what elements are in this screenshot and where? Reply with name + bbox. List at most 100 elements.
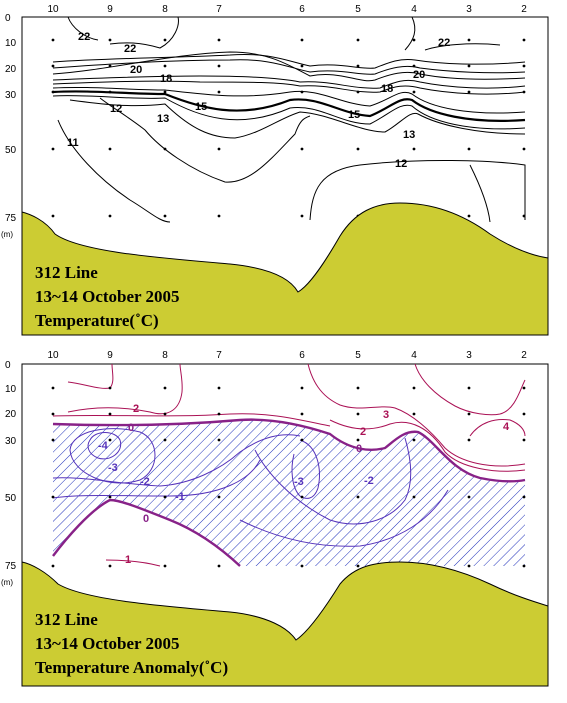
contour-15 <box>52 90 526 122</box>
station-dot <box>108 90 112 94</box>
depth-labels: 0 10 20 30 50 75 (m) <box>1 360 17 587</box>
station-dot <box>356 412 360 416</box>
station-dot <box>467 214 471 218</box>
caption: 312 Line 13~14 October 2005 Temperature(… <box>35 263 180 330</box>
station-dot <box>300 214 304 218</box>
station-label: 4 <box>411 350 417 361</box>
contour-13 <box>69 99 526 139</box>
caption-line: 312 Line <box>35 263 98 282</box>
station-dot <box>467 147 471 151</box>
station-label: 7 <box>216 350 222 361</box>
contour-11 <box>57 119 171 223</box>
depth-label: 50 <box>5 145 17 156</box>
station-labels: 10 9 8 7 6 5 4 3 2 <box>47 4 527 15</box>
station-label: 6 <box>299 4 305 15</box>
station-dot <box>163 412 167 416</box>
station-dot <box>163 564 167 568</box>
station-dot <box>412 147 416 151</box>
station-dot <box>467 438 471 442</box>
station-dot <box>300 438 304 442</box>
depth-unit: (m) <box>1 578 13 587</box>
contour-label: 0 <box>356 443 362 455</box>
station-dot <box>467 38 471 42</box>
station-dot <box>300 386 304 390</box>
station-dot <box>217 564 221 568</box>
depth-label: 0 <box>5 360 11 371</box>
depth-label: 30 <box>5 90 17 101</box>
contour-label: 20 <box>413 69 425 81</box>
temperature-contours <box>52 16 526 223</box>
station-dot <box>108 214 112 218</box>
station-dot <box>217 147 221 151</box>
station-dot <box>51 64 55 68</box>
station-labels: 10 9 8 7 6 5 4 3 2 <box>47 350 527 361</box>
contour-18-b <box>52 80 526 95</box>
station-dot <box>217 214 221 218</box>
station-label: 9 <box>107 4 113 15</box>
anomaly-panel: 10 9 8 7 6 5 4 3 2 0 10 20 30 50 75 (m) <box>1 350 549 687</box>
zero-contours <box>52 418 526 567</box>
station-dot <box>356 386 360 390</box>
station-dot <box>163 147 167 151</box>
contour-neg2-mid <box>254 437 412 525</box>
station-dot <box>356 90 360 94</box>
station-dot <box>356 438 360 442</box>
station-dot <box>51 90 55 94</box>
contour-22-right <box>404 16 416 51</box>
station-dot <box>522 38 526 42</box>
station-dot <box>163 38 167 42</box>
station-dot <box>217 412 221 416</box>
contour-1-low <box>105 559 161 567</box>
caption: 312 Line 13~14 October 2005 Temperature … <box>35 610 228 677</box>
station-dot <box>51 38 55 42</box>
station-dot <box>467 386 471 390</box>
station-dot <box>356 38 360 42</box>
contour-label: 13 <box>403 129 415 141</box>
depth-label: 0 <box>5 13 11 24</box>
station-dots <box>51 38 526 218</box>
contour-12-right <box>309 159 526 221</box>
contour-label: 1 <box>125 554 131 566</box>
contour-3 <box>307 363 526 467</box>
station-label: 8 <box>162 350 168 361</box>
contour-label: -3 <box>294 476 304 488</box>
station-dot <box>467 564 471 568</box>
contour-20 <box>52 51 526 82</box>
contour-label: 18 <box>160 73 172 85</box>
contour-2-mid <box>329 419 526 472</box>
contour-label: 20 <box>130 64 142 76</box>
station-dot <box>51 564 55 568</box>
depth-label: 75 <box>5 561 17 572</box>
station-dot <box>163 64 167 68</box>
station-dot <box>412 438 416 442</box>
station-dot <box>467 412 471 416</box>
station-dot <box>522 90 526 94</box>
contour-12-left <box>99 97 311 183</box>
contour-0-lower <box>52 498 241 567</box>
station-label: 10 <box>47 350 59 361</box>
station-label: 6 <box>299 350 305 361</box>
station-dot <box>300 90 304 94</box>
station-dot <box>51 147 55 151</box>
station-dot <box>51 386 55 390</box>
contour-label: 15 <box>348 109 360 121</box>
station-dot <box>356 495 360 499</box>
contour-22-far-right <box>424 43 501 51</box>
station-dot <box>51 412 55 416</box>
station-dot <box>217 438 221 442</box>
station-dots <box>51 386 526 568</box>
depth-label: 10 <box>5 38 17 49</box>
station-dot <box>108 495 112 499</box>
depth-label: 20 <box>5 64 17 75</box>
negative-contours <box>52 428 449 547</box>
station-dot <box>108 38 112 42</box>
station-dot <box>467 495 471 499</box>
station-dot <box>522 214 526 218</box>
anomaly-contour-labels: 2 0 3 4 2 0 -4 -3 -2 -1 -3 -2 0 1 <box>98 403 510 566</box>
station-dot <box>412 386 416 390</box>
station-dot <box>163 438 167 442</box>
contour-label: 2 <box>360 426 366 438</box>
station-dot <box>300 495 304 499</box>
contour-neg1-mid <box>239 489 449 547</box>
contour-label: -3 <box>108 462 118 474</box>
